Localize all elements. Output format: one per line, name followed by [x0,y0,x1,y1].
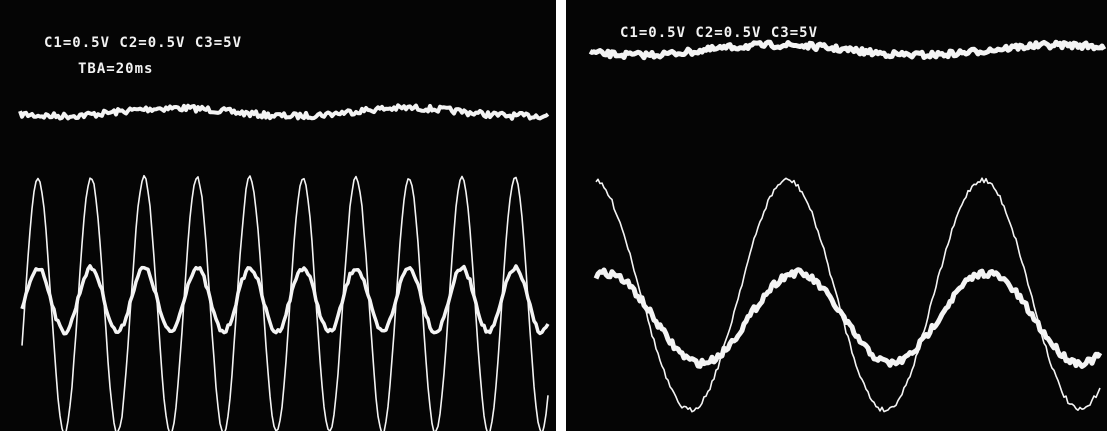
scope-photos: C1=0.5V C2=0.5V C3=5V TBA=20ms C1=0.5V C… [0,0,1107,431]
right-screen [566,0,1107,431]
channel-settings: C1=0.5V C2=0.5V C3=5V [44,35,242,51]
timebase: TBA=20ms [78,61,153,77]
channel-settings: C1=0.5V C2=0.5V C3=5V [620,25,818,41]
